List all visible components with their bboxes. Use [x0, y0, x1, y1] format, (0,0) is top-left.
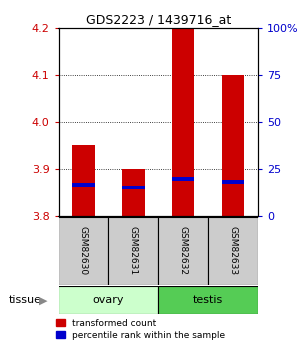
- Bar: [222, 180, 244, 184]
- Bar: [72, 183, 95, 187]
- Title: GDS2223 / 1439716_at: GDS2223 / 1439716_at: [85, 13, 231, 27]
- Bar: [158, 286, 258, 314]
- Bar: [58, 286, 158, 314]
- Text: GSM82632: GSM82632: [179, 226, 188, 276]
- Bar: [72, 145, 95, 216]
- Bar: [58, 217, 108, 285]
- Text: tissue: tissue: [9, 295, 42, 305]
- Text: GSM82633: GSM82633: [229, 226, 238, 276]
- Bar: [172, 177, 194, 181]
- Bar: [122, 169, 145, 216]
- Bar: [158, 217, 208, 285]
- Text: GSM82631: GSM82631: [129, 226, 138, 276]
- Bar: [172, 28, 194, 216]
- Bar: [108, 217, 158, 285]
- Bar: [122, 186, 145, 189]
- Text: ovary: ovary: [93, 295, 124, 305]
- Text: ▶: ▶: [39, 295, 47, 305]
- Text: testis: testis: [193, 295, 223, 305]
- Legend: transformed count, percentile rank within the sample: transformed count, percentile rank withi…: [56, 319, 225, 340]
- Text: GSM82630: GSM82630: [79, 226, 88, 276]
- Bar: [208, 217, 258, 285]
- Bar: [222, 75, 244, 216]
